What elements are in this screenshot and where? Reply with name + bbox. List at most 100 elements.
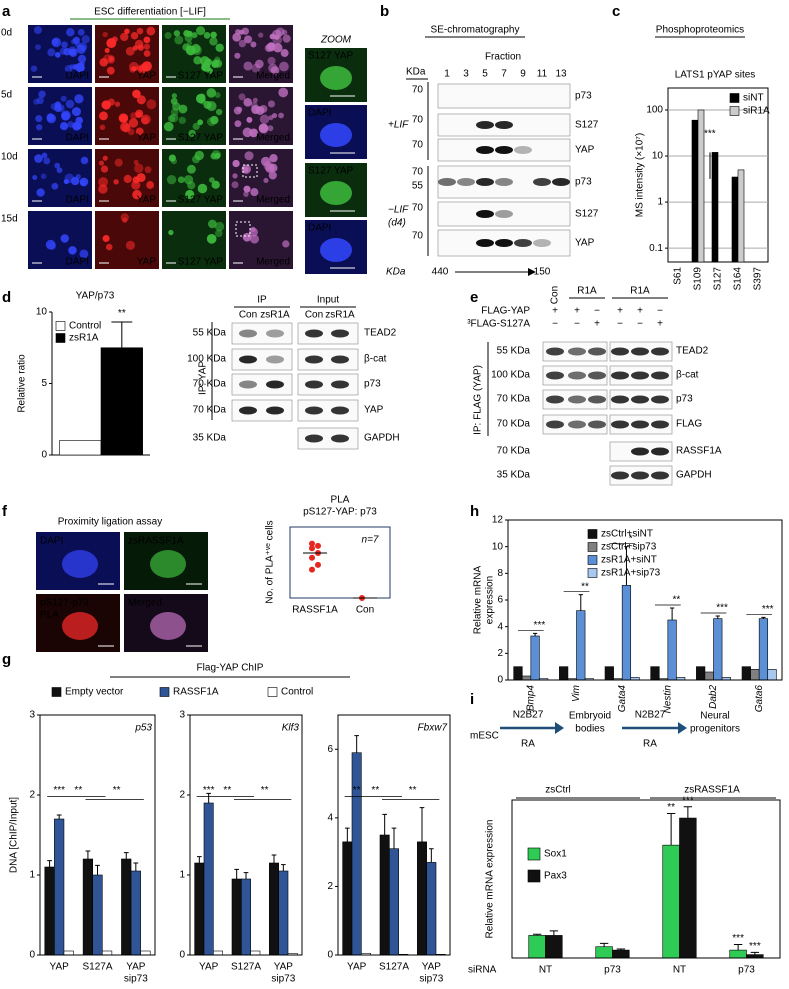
legend-label: zsCtrl+sip73 [601,542,657,553]
legend-label: Control [69,321,101,332]
cell [243,35,253,44]
cell [243,191,249,197]
cell [113,179,119,185]
condition-label: +LIF [388,120,409,131]
lane-header: R1A [577,286,597,297]
cell [264,44,273,52]
bar [513,666,523,681]
channel-label: Merged [256,195,290,206]
cell [250,41,257,48]
cell [59,122,69,131]
y-axis-label: Relative ratio [17,354,28,413]
bar [697,109,705,263]
bar [528,935,546,959]
kda-value: 70 KDa [497,446,531,457]
cell [258,123,269,133]
cell [214,221,225,232]
cell [244,151,254,161]
cell [146,99,157,110]
channel-label: DAPI [66,133,89,144]
bar [662,844,680,959]
panel-label: h [470,503,479,520]
kda-value: 35 KDa [497,470,531,481]
fraction-number: 13 [555,69,567,80]
cell [68,46,77,55]
protein-label: TEAD2 [364,328,397,339]
cell [61,41,68,49]
error-bar [123,852,129,859]
legend-label: zsR1A [69,333,99,344]
cell [130,31,139,40]
y-tick-label: 10 [492,541,504,552]
legend-swatch [587,542,598,552]
ip-label: IP: FLAG (YAP) [473,365,484,435]
cell [136,95,146,105]
cell [210,115,219,125]
cell [136,27,144,35]
error-bar [761,616,766,619]
cell [114,101,121,107]
size-left: 440 [432,267,449,278]
cell [74,94,84,104]
legend-label: siR1A [743,106,770,117]
blot-band [305,329,323,338]
cell [106,38,117,49]
bar [750,669,760,681]
zoom-box [235,221,251,237]
arrow-label: N2B27 [635,710,666,721]
y-tick-label: 4 [497,621,503,632]
significance: ** [371,785,379,796]
bar [351,752,362,956]
sign: + [574,306,580,317]
error-bar [206,792,211,803]
error-bar [345,827,350,842]
cell [71,107,81,117]
error-bar [532,632,538,636]
panel-label: e [470,289,478,306]
cell [231,181,239,189]
bar [278,870,289,956]
channel-label: S127 YAP [178,133,224,144]
cell [54,162,61,169]
x-tick-label: S397 [753,267,764,291]
blot-band [239,406,257,415]
cell [81,35,90,44]
channel-label: S127 YAP [178,257,224,268]
blot-band [476,239,494,247]
error-bar [616,948,626,951]
cell [33,26,42,35]
y-tick-label: 10 [652,151,664,162]
blot-band [476,121,494,129]
blot-band [546,395,564,404]
blot-band [457,178,475,186]
image-label: PLA [40,610,59,621]
cell [60,95,67,102]
kda-value: 70 KDa [497,419,531,430]
blot-band [631,371,649,380]
significance: ** [409,785,417,796]
error-bar [419,807,425,842]
significance: ** [353,785,361,796]
cell [278,87,289,98]
cell [77,28,85,36]
blot-band [631,447,649,456]
cell [140,114,151,125]
blot-band [611,347,629,356]
significance: ** [118,308,126,319]
y-tick-label: 10 [36,307,48,318]
blot-band [546,420,564,429]
protein-label: RASSF1A [676,446,722,457]
cell [206,88,217,98]
cell [267,56,276,65]
cell [139,63,149,74]
blot [297,322,359,345]
cell [123,174,132,184]
error-bar [234,868,239,879]
panel-label: c [612,3,620,20]
cell [51,182,59,190]
plot-frame [511,799,781,959]
cell [132,176,140,184]
cell [56,167,63,174]
plot-frame [289,526,391,599]
